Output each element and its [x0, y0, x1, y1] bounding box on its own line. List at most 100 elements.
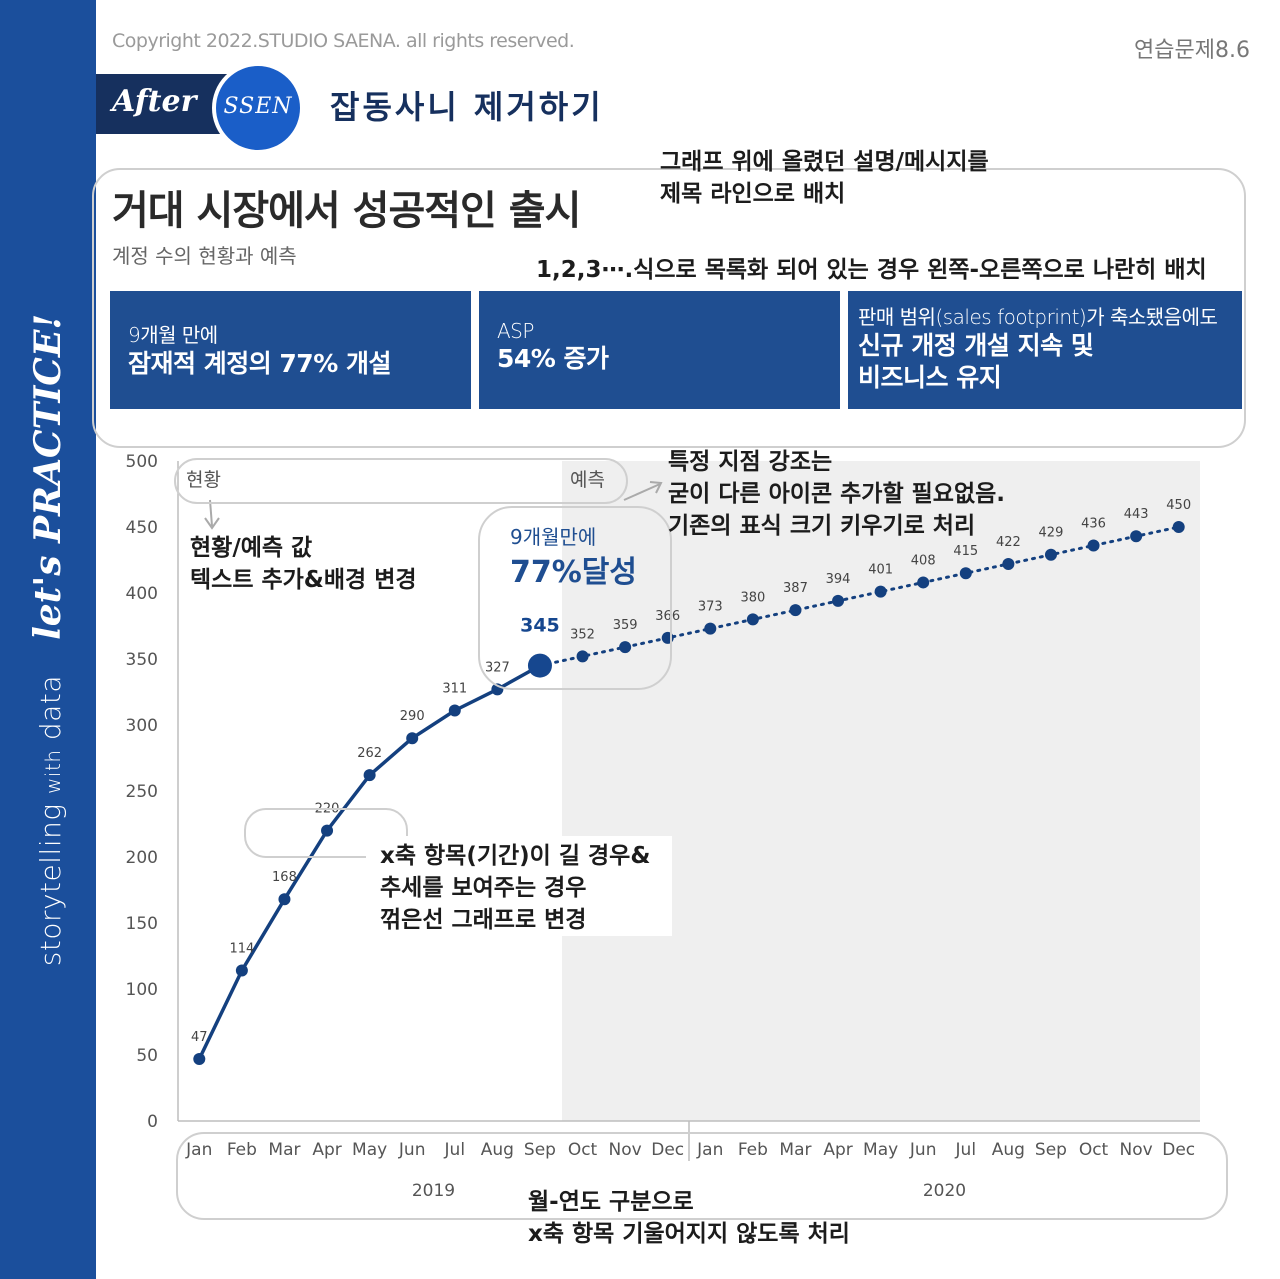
- data-label: 168: [272, 870, 297, 885]
- x-tick-label: Feb: [738, 1140, 768, 1160]
- ssen-text: SSEN: [223, 94, 293, 119]
- line-note-line-3: 꺾은선 그래프로 변경: [380, 907, 587, 933]
- highlight-note-line-2: 굳이 다른 아이콘 추가할 필요없음.: [668, 481, 1006, 507]
- data-label: 366: [655, 609, 680, 624]
- x-tick-label: Sep: [524, 1140, 556, 1160]
- highlight-value-label: 345: [520, 615, 560, 637]
- x-axis-outline: [176, 1132, 1228, 1220]
- x-tick-label: Apr: [312, 1140, 341, 1160]
- data-label: 443: [1124, 507, 1149, 522]
- x-tick-label: Jun: [909, 1140, 937, 1160]
- info-box-1-line-1: 9개월 만에: [128, 323, 218, 347]
- data-label: 394: [826, 572, 851, 587]
- x-tick-label: Dec: [1162, 1140, 1195, 1160]
- data-point: [959, 567, 972, 580]
- data-label: 352: [570, 627, 595, 642]
- x-tick-label: May: [352, 1140, 387, 1160]
- x-tick-label: May: [863, 1140, 898, 1160]
- x-tick-label: Mar: [779, 1140, 811, 1160]
- info-box-1: 9개월 만에 잠재적 계정의 77% 개설: [110, 291, 471, 409]
- x-tick-label: Feb: [227, 1140, 257, 1160]
- after-text: After: [112, 84, 197, 119]
- title-note-line-1: 그래프 위에 올렸던 설명/메시지를: [660, 149, 989, 175]
- axis-note-line-1: 월-연도 구분으로: [528, 1189, 694, 1215]
- x-tick-label: Jul: [955, 1140, 977, 1160]
- data-point: [1044, 548, 1057, 561]
- y-tick-label: 0: [147, 1112, 158, 1132]
- data-label: 114: [229, 942, 254, 957]
- year-label: 2020: [923, 1181, 966, 1201]
- title-note: 그래프 위에 올렸던 설명/메시지를 제목 라인으로 배치: [660, 146, 989, 210]
- highlight-point: [527, 653, 552, 678]
- region-label-forecast: 예측: [570, 469, 605, 491]
- year-label: 2019: [412, 1181, 455, 1201]
- x-tick-label: Dec: [651, 1140, 684, 1160]
- highlight-note-line-3: 기존의 표식 크기 키우기로 처리: [668, 513, 976, 539]
- y-tick-label: 150: [126, 914, 158, 934]
- data-label: 47: [191, 1030, 208, 1045]
- line-note-line-2: 추세를 보여주는 경우: [380, 875, 587, 901]
- data-point: [832, 594, 845, 607]
- y-tick-label: 250: [126, 782, 158, 802]
- data-label: 422: [996, 535, 1021, 550]
- data-point: [874, 585, 887, 598]
- line-note-line-1: x축 항목(기간)이 길 경우&: [380, 843, 651, 869]
- data-point: [1087, 539, 1100, 552]
- data-label: 429: [1039, 526, 1064, 541]
- data-point: [321, 824, 334, 837]
- x-tick-label: Mar: [268, 1140, 300, 1160]
- data-point: [789, 604, 802, 617]
- y-tick-label: 400: [126, 584, 158, 604]
- data-label: 373: [698, 600, 723, 615]
- x-tick-label: Oct: [568, 1140, 598, 1160]
- label-note-line-2: 텍스트 추가&배경 변경: [190, 567, 417, 593]
- data-point: [1172, 521, 1185, 533]
- y-tick-label: 300: [126, 716, 158, 736]
- exercise-label: 연습문제8.6: [1134, 38, 1250, 63]
- ssen-badge: SSEN: [212, 62, 304, 154]
- data-point: [1130, 530, 1143, 543]
- x-tick-label: Apr: [823, 1140, 852, 1160]
- highlight-annotation-line-1: 9개월만에: [510, 525, 596, 549]
- x-tick-label: Nov: [609, 1140, 642, 1160]
- axis-note-line-2: x축 항목 기울어지지 않도록 처리: [528, 1221, 850, 1247]
- x-tick-label: Nov: [1120, 1140, 1153, 1160]
- list-note: 1,2,3⋯.식으로 목록화 되어 있는 경우 왼쪽-오른쪽으로 나란히 배치: [536, 257, 1207, 283]
- y-tick-label: 350: [126, 650, 158, 670]
- x-tick-label: Jun: [398, 1140, 426, 1160]
- forecast-background: [562, 461, 1200, 1121]
- section-subtitle: 잡동사니 제거하기: [330, 88, 604, 126]
- data-point: [193, 1052, 206, 1065]
- data-point: [746, 613, 759, 626]
- data-label: 380: [740, 590, 765, 605]
- arrow-icon: [623, 481, 663, 501]
- line-note-outline: [244, 808, 408, 858]
- x-tick-label: Jul: [444, 1140, 466, 1160]
- page-title: 거대 시장에서 성공적인 출시: [112, 188, 581, 234]
- data-label: 401: [868, 563, 893, 578]
- data-label: 436: [1081, 516, 1106, 531]
- info-box-3-line-1: 판매 범위(sales footprint)가 축소됐음에도: [858, 305, 1218, 329]
- info-box-1-line-2: 잠재적 계정의 77% 개설: [128, 349, 391, 378]
- data-label: 311: [442, 681, 467, 696]
- arrow-icon: [204, 499, 220, 530]
- y-tick-label: 200: [126, 848, 158, 868]
- data-point: [278, 893, 291, 906]
- x-tick-label: Oct: [1079, 1140, 1109, 1160]
- data-label: 450: [1166, 498, 1191, 513]
- highlight-note-line-1: 특정 지점 강조는: [668, 449, 833, 475]
- page-subtitle: 계정 수의 현황과 예측: [112, 244, 297, 268]
- highlight-note: 특정 지점 강조는 굳이 다른 아이콘 추가할 필요없음. 기존의 표식 크기 …: [668, 446, 1005, 542]
- data-point: [1002, 557, 1015, 570]
- data-point: [448, 704, 461, 717]
- info-box-3-line-3: 비즈니스 유지: [858, 363, 1002, 392]
- region-label-outline: [174, 458, 628, 504]
- info-box-3-line-2: 신규 개정 개설 지속 및: [858, 331, 1094, 360]
- highlight-annotation-line-2: 77%달성: [510, 555, 637, 590]
- highlight-outline: [478, 506, 672, 690]
- data-point: [619, 641, 632, 654]
- x-tick-label: Sep: [1035, 1140, 1067, 1160]
- data-label: 290: [400, 709, 425, 724]
- x-tick-label: Aug: [481, 1140, 514, 1160]
- data-point: [235, 964, 248, 977]
